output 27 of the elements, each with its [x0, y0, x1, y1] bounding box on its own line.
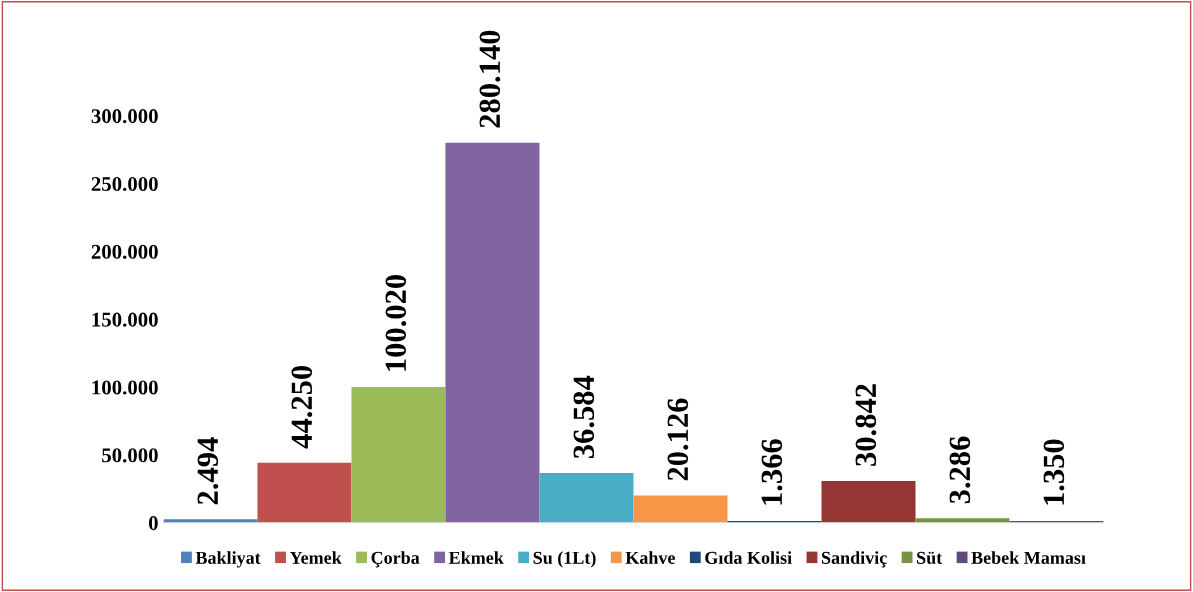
- data-label: 2.494: [197, 437, 219, 505]
- data-label: 1.350: [1043, 439, 1065, 505]
- data-label: 1.366: [761, 439, 783, 505]
- y-tick-label: 150.000: [92, 312, 158, 327]
- legend-label: Kahve: [625, 551, 675, 564]
- data-label: 280.140: [479, 30, 501, 128]
- data-label: 20.126: [667, 398, 689, 481]
- legend-label: Ekmek: [448, 551, 504, 564]
- y-tick-label: 250.000: [91, 176, 158, 192]
- legend-label: Gıda Kolisi: [705, 551, 792, 564]
- y-tick-label: 200.000: [91, 244, 158, 259]
- legend-label: Bakliyat: [195, 551, 261, 568]
- y-tick-label: 100.000: [92, 380, 158, 395]
- data-label: 3.286: [949, 436, 971, 504]
- data-label: 100.020: [385, 275, 407, 371]
- legend-label: Çorba: [371, 551, 420, 568]
- legend-label: Yemek: [289, 551, 342, 564]
- legend-label: Sandiviç: [821, 551, 887, 568]
- y-tick-label: 50.000: [102, 448, 158, 463]
- data-label: 44.250: [291, 365, 313, 449]
- legend-label: Süt: [917, 551, 943, 564]
- y-tick-label: 300.000: [91, 109, 158, 124]
- y-tick-label: 0: [148, 516, 158, 531]
- legend-label: Bebek Maması: [971, 551, 1086, 564]
- legend-label: Su (1Lt): [533, 551, 596, 568]
- data-label: 30.842: [855, 384, 877, 466]
- data-label: 36.584: [573, 375, 595, 459]
